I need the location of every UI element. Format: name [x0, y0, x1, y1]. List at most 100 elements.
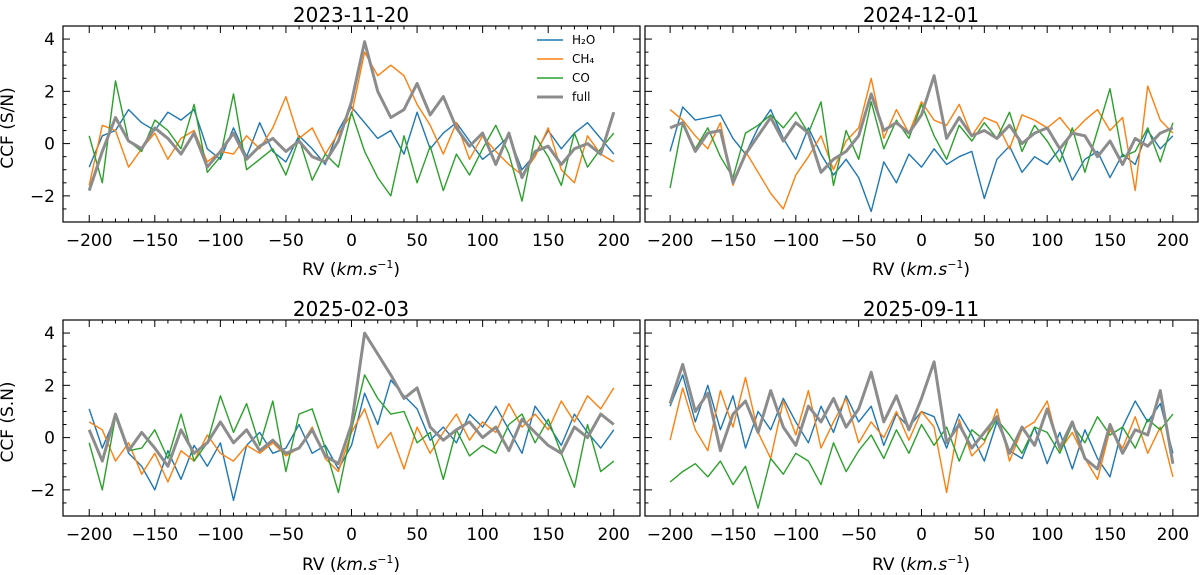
x-tick-label: 150	[532, 525, 564, 545]
legend-label-ch4: CH₄	[572, 52, 594, 66]
x-tick-label: 200	[1157, 525, 1189, 545]
x-axis-label-text: RV	[302, 260, 325, 280]
legend-label-full: full	[572, 90, 591, 104]
legend-label-h2o: H₂O	[572, 33, 595, 47]
plot-area: −200 −150 −100 −50 0 50 100 150 200 −2 0 2 4	[30, 319, 641, 545]
x-axis-unit-exponent: −1	[947, 258, 963, 271]
x-axis-unit-exponent: −1	[377, 553, 393, 566]
panel-title: 2025-09-11	[863, 297, 979, 321]
x-axis-unit: km.s	[337, 260, 378, 280]
series-group	[87, 331, 615, 501]
axes-frame	[644, 319, 1199, 517]
x-tick-label: −200	[647, 525, 694, 545]
plot-area: −200 −150 −100 −50 0 50 100 150 200 −2 0 2 4	[30, 25, 641, 251]
series-line-full	[87, 40, 616, 192]
x-axis-label-text: RV	[872, 555, 895, 575]
x-axis-label: RV (km.s−1)	[302, 258, 400, 280]
x-tick-label: 200	[598, 525, 630, 545]
y-tick-label: 0	[44, 429, 55, 449]
x-tick-label: −200	[66, 231, 113, 251]
x-tick-label: −200	[647, 231, 694, 251]
panel-2024-12-01: 2024-12-01 RV (km.s−1) −200 −150 −100 −50 0 5…	[644, 3, 1199, 280]
x-tick-label: 150	[1094, 525, 1126, 545]
y-tick-label: −2	[30, 481, 55, 501]
x-tick-label: 100	[1031, 231, 1063, 251]
x-tick-label: 0	[346, 525, 357, 545]
y-tick-label: 4	[44, 324, 55, 344]
series-group	[668, 360, 1175, 509]
series-line-co	[669, 88, 1174, 189]
x-tick-label: 150	[532, 231, 564, 251]
series-line-co	[88, 80, 615, 202]
y-tick-label: 4	[44, 30, 55, 50]
series-group	[87, 40, 616, 202]
x-tick-label: −100	[772, 525, 819, 545]
x-tick-label: 200	[1157, 231, 1189, 251]
x-tick-label: 0	[916, 525, 927, 545]
axes-frame	[62, 25, 641, 223]
panel-2023-11-20: 2023-11-20 RV (km.s−1) CCF (S/N) −200 −15…	[0, 3, 641, 280]
y-tick-label: −2	[30, 187, 55, 207]
x-axis-unit: km.s	[907, 260, 948, 280]
x-tick-label: 100	[1031, 525, 1063, 545]
x-tick-label: −50	[268, 525, 304, 545]
series-line-ch4	[669, 376, 1174, 494]
x-tick-label: −100	[197, 525, 244, 545]
series-group	[669, 74, 1174, 213]
series-line-h2o	[669, 106, 1174, 213]
panel-2025-02-03: 2025-02-03 RV (km.s−1) CCF (S.N) −200 −15…	[0, 297, 641, 575]
y-tick-label: 0	[44, 135, 55, 155]
x-tick-label: 50	[974, 525, 996, 545]
x-tick-label: −150	[710, 231, 757, 251]
x-tick-label: 100	[466, 231, 498, 251]
x-axis-label-text: RV	[302, 555, 325, 575]
series-line-full	[87, 331, 615, 468]
x-tick-label: 0	[346, 231, 357, 251]
x-tick-label: 200	[598, 231, 630, 251]
plot-area: −200 −150 −100 −50 0 50 100 150 200	[644, 25, 1199, 251]
x-tick-label: −100	[197, 231, 244, 251]
x-tick-label: −50	[841, 525, 877, 545]
x-axis-unit: km.s	[337, 555, 378, 575]
panel-title: 2024-12-01	[863, 3, 979, 27]
x-tick-label: 150	[1094, 231, 1126, 251]
x-axis-label: RV (km.s−1)	[302, 553, 400, 575]
panel-title: 2023-11-20	[293, 3, 409, 27]
series-line-ch4	[88, 387, 615, 483]
x-tick-label: −150	[131, 525, 178, 545]
series-line-ch4	[669, 77, 1174, 210]
series-line-h2o	[88, 379, 615, 501]
legend: H₂O CH₄ CO full	[537, 33, 595, 104]
y-tick-label: 2	[44, 82, 55, 102]
y-axis-label: CCF (S.N)	[0, 381, 18, 462]
x-tick-label: −150	[710, 525, 757, 545]
x-axis-label: RV (km.s−1)	[872, 553, 970, 575]
x-tick-label: −50	[841, 231, 877, 251]
x-tick-label: 50	[406, 231, 428, 251]
panel-title: 2025-02-03	[293, 297, 409, 321]
x-tick-label: 0	[916, 231, 927, 251]
x-axis-unit-exponent: −1	[377, 258, 393, 271]
plot-area: −200 −150 −100 −50 0 50 100 150 200	[644, 319, 1199, 545]
y-axis-label: CCF (S/N)	[0, 87, 18, 168]
x-tick-label: −200	[66, 525, 113, 545]
series-line-h2o	[88, 106, 615, 171]
x-axis-unit: km.s	[907, 555, 948, 575]
x-axis-label: RV (km.s−1)	[872, 258, 970, 280]
y-tick-label: 2	[44, 376, 55, 396]
x-axis-label-text: RV	[872, 260, 895, 280]
series-line-co	[669, 413, 1174, 509]
x-tick-label: −100	[772, 231, 819, 251]
x-axis-unit-exponent: −1	[947, 553, 963, 566]
x-tick-label: 50	[974, 231, 996, 251]
x-tick-label: −50	[268, 231, 304, 251]
panel-2025-09-11: 2025-09-11 RV (km.s−1) −200 −150 −100 −50 0 5…	[644, 297, 1199, 575]
axes-frame	[644, 25, 1199, 223]
series-line-full	[668, 360, 1175, 471]
x-tick-label: −150	[131, 231, 178, 251]
x-tick-label: 50	[406, 525, 428, 545]
series-line-full	[669, 74, 1174, 185]
x-tick-label: 100	[466, 525, 498, 545]
legend-label-co: CO	[572, 71, 590, 85]
